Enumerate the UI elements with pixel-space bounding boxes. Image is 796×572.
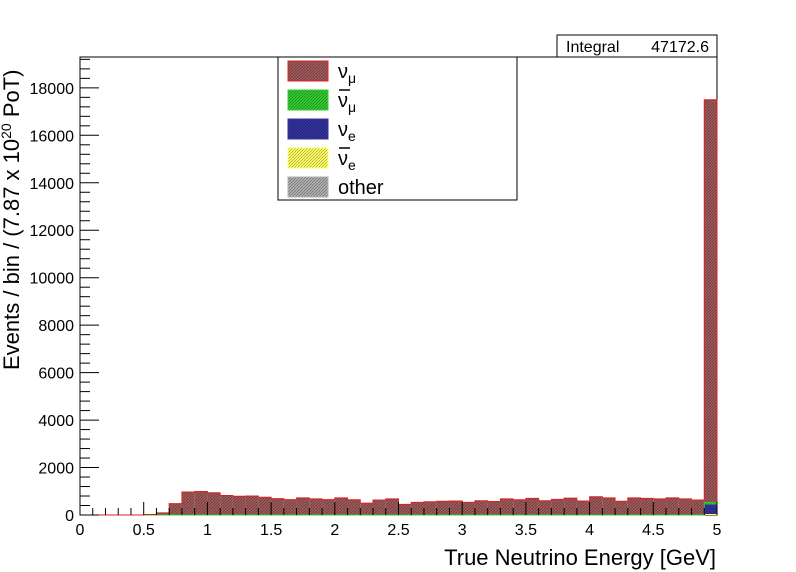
y-axis: 0 2000 4000 6000 8000 10000 12000 14000 16000 180… bbox=[30, 58, 99, 525]
legend-label-anti-nu-mu: νμ bbox=[338, 90, 356, 115]
x-tick-label: 3.5 bbox=[515, 522, 537, 539]
x-tick-label: 1.5 bbox=[260, 522, 282, 539]
y-axis-title: Events / bin / (7.87 x 1020 PoT) bbox=[0, 69, 24, 370]
histogram-bar-nu-mu bbox=[271, 498, 284, 515]
y-tick-label: 18000 bbox=[30, 81, 75, 98]
histogram-bar-nu-mu bbox=[232, 496, 246, 515]
histogram-bar-anti-nu-mu bbox=[704, 502, 717, 506]
y-tick-label: 4000 bbox=[38, 413, 74, 430]
legend-swatch-anti-nu-mu bbox=[287, 89, 329, 111]
histogram-bar-nu-mu bbox=[156, 512, 170, 515]
histogram-bar-nu-mu bbox=[538, 500, 552, 515]
histogram-bar-nu-mu bbox=[322, 499, 335, 515]
histogram-bar-nu-mu bbox=[360, 503, 374, 515]
histogram-bar-nu-mu bbox=[589, 496, 603, 515]
x-tick-label: 5 bbox=[713, 522, 722, 539]
histogram-bar-nu-e bbox=[704, 505, 717, 515]
histogram-bar-nu-mu bbox=[245, 496, 259, 515]
histogram-bars bbox=[143, 99, 717, 516]
histogram-bar-nu-mu bbox=[615, 501, 628, 515]
stats-integral-label: Integral bbox=[566, 39, 619, 56]
y-axis-title-prefix: Events / bin / (7.87 x 10 bbox=[0, 139, 24, 370]
y-tick-label: 8000 bbox=[38, 318, 74, 335]
legend-label-nu-e: νe bbox=[338, 119, 356, 144]
histogram-bar-nu-mu bbox=[627, 497, 641, 515]
legend-swatch-other bbox=[287, 176, 329, 198]
histogram-bar-nu-mu bbox=[666, 497, 679, 515]
histogram-bar-nu-mu bbox=[334, 497, 348, 515]
histogram-bar-nu-mu bbox=[207, 492, 221, 515]
histogram-bar-nu-mu bbox=[678, 498, 692, 515]
x-axis: 0 0.5 1 1.5 2 2.5 3 3.5 4 4.5 5 bbox=[76, 502, 722, 539]
histogram-bar-nu-mu bbox=[525, 498, 539, 515]
histogram-bar-nu-mu bbox=[564, 498, 577, 515]
y-tick-label: 10000 bbox=[30, 271, 75, 288]
y-tick-label: 12000 bbox=[30, 223, 75, 240]
histogram-bar-nu-mu bbox=[576, 500, 590, 515]
x-tick-label: 0 bbox=[76, 522, 85, 539]
histogram-bar-nu-mu bbox=[436, 501, 450, 515]
histogram-bar-nu-mu bbox=[462, 502, 475, 515]
histogram-bar-nu-mu bbox=[474, 500, 488, 515]
histogram-bar-nu-mu bbox=[423, 501, 437, 515]
histogram-bar-nu-mu bbox=[181, 491, 195, 515]
histogram-bar-nu-mu bbox=[283, 499, 297, 515]
histogram-bar-nu-mu bbox=[551, 499, 565, 515]
x-tick-label: 1 bbox=[203, 522, 212, 539]
histogram-bar-nu-mu bbox=[653, 498, 667, 515]
histogram-bar-nu-mu bbox=[169, 503, 182, 515]
histogram-outline-nu-mu bbox=[80, 99, 718, 516]
histogram-bar-nu-mu bbox=[385, 498, 399, 515]
histogram-bar-nu-mu bbox=[449, 500, 463, 515]
legend-label-nu-mu: νμ bbox=[338, 61, 356, 86]
histogram-bar-nu-mu bbox=[411, 502, 424, 515]
x-tick-label: 2.5 bbox=[387, 522, 409, 539]
x-tick-label: 4.5 bbox=[642, 522, 664, 539]
y-axis-title-suffix: PoT) bbox=[0, 69, 24, 123]
stats-box-frame bbox=[556, 34, 718, 58]
legend: νμ νμ νe νe other bbox=[277, 56, 518, 201]
histogram-bar-nu-mu bbox=[704, 99, 717, 503]
x-tick-label: 4 bbox=[585, 522, 594, 539]
histogram-bar-nu-mu bbox=[398, 504, 412, 515]
y-tick-label: 16000 bbox=[30, 128, 75, 145]
legend-label-anti-nu-e: νe bbox=[338, 148, 356, 173]
histogram-bar-nu-mu bbox=[347, 499, 361, 515]
legend-label-other: other bbox=[338, 177, 384, 199]
x-axis-title: True Neutrino Energy [GeV] bbox=[444, 545, 716, 570]
y-tick-label: 14000 bbox=[30, 176, 75, 193]
y-axis-title-exponent: 20 bbox=[0, 123, 14, 139]
histogram-bar-nu-mu bbox=[258, 497, 272, 515]
x-tick-label: 0.5 bbox=[133, 522, 155, 539]
y-tick-label: 0 bbox=[65, 508, 74, 525]
histogram-bar-nu-mu bbox=[309, 498, 323, 515]
y-tick-label: 6000 bbox=[38, 366, 74, 383]
histogram-bar-nu-mu bbox=[296, 497, 310, 515]
histogram-bar-nu-mu bbox=[513, 499, 526, 515]
histogram-bar-nu-mu bbox=[220, 495, 233, 515]
x-tick-label: 2 bbox=[330, 522, 339, 539]
stats-box: Integral 47172.6 bbox=[556, 34, 718, 58]
x-tick-label: 3 bbox=[458, 522, 467, 539]
legend-swatch-anti-nu-e bbox=[287, 147, 329, 169]
histogram-bar-nu-mu bbox=[691, 500, 705, 515]
legend-swatch-nu-e bbox=[287, 118, 329, 140]
stats-integral-value: 47172.6 bbox=[651, 39, 709, 56]
histogram-bar-nu-mu bbox=[373, 500, 386, 515]
y-tick-label: 2000 bbox=[38, 461, 74, 478]
histogram-bar-nu-mu bbox=[640, 498, 654, 515]
histogram-bar-nu-mu bbox=[194, 491, 208, 515]
histogram-bar-nu-mu bbox=[602, 497, 616, 515]
histogram-bar-nu-mu bbox=[487, 501, 501, 515]
histogram-bar-nu-mu bbox=[500, 498, 514, 515]
legend-swatch-nu-mu bbox=[287, 60, 329, 82]
